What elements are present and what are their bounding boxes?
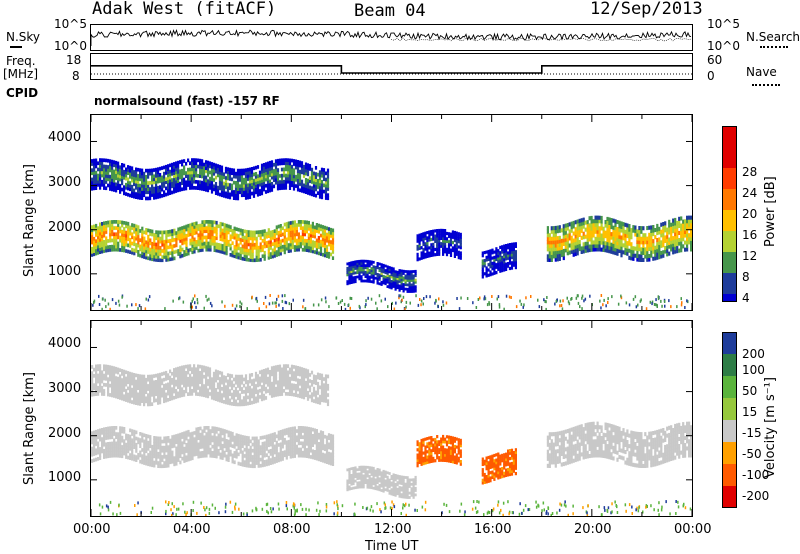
- power-ytick-1000: 1000: [48, 264, 82, 279]
- velocity-cb-tick-m50: -50: [742, 447, 762, 461]
- xtick-0800: 08:00: [273, 522, 311, 537]
- xtick-1600: 16:00: [474, 522, 512, 537]
- nsky-panel: [90, 24, 693, 51]
- freq-unit: [MHz]: [3, 67, 39, 81]
- nsearch-tick-high: 10^5: [707, 17, 740, 31]
- velocity-cb-tick-m100: -100: [742, 468, 770, 482]
- velocity-cb-tick-15: 15: [742, 405, 758, 419]
- xtick-2000: 20:00: [574, 522, 612, 537]
- velocity-colorbar-bin-4: [722, 398, 737, 420]
- freq-tick-high: 18: [66, 53, 82, 67]
- velocity-ytick-2000: 2000: [48, 426, 82, 441]
- power-cb-tick-16: 16: [742, 228, 758, 242]
- freq-tick-low: 8: [72, 69, 80, 83]
- nsearch-legend-line: [760, 46, 788, 48]
- nsearch-tick-low: 10^0: [707, 39, 740, 53]
- nsky-tick-high: 10^5: [54, 17, 87, 31]
- nave-label: Nave: [746, 65, 777, 79]
- x-axis-label: Time UT: [365, 539, 419, 554]
- velocity-near-range-speckle: [98, 500, 692, 517]
- velocity-colorbar-bin-7: [722, 464, 737, 486]
- velocity-echo-band-1: [91, 426, 335, 469]
- power-cb-tick-20: 20: [742, 207, 758, 221]
- velocity-cb-tick-100: 100: [742, 363, 765, 377]
- freq-panel: [90, 53, 693, 80]
- power-echo-band-3: [346, 259, 417, 293]
- velocity-ytick-1000: 1000: [48, 470, 82, 485]
- cpid-text: normalsound (fast) -157 RF: [94, 94, 280, 108]
- power-colorbar-bin-3: [722, 189, 737, 210]
- power-ytick-2000: 2000: [48, 220, 82, 235]
- velocity-colorbar-frame: [722, 332, 737, 508]
- nsky-label: N.Sky: [6, 30, 41, 44]
- velocity-colorbar-bin-1: [722, 332, 737, 354]
- power-colorbar-bin-4: [722, 210, 737, 231]
- power-colorbar-bin-1: [722, 147, 737, 168]
- velocity-echo-band-5: [481, 448, 517, 485]
- velocity-colorbar-bin-8: [722, 486, 737, 508]
- nsky-trace: [90, 29, 692, 46]
- cpid-label: CPID: [6, 86, 39, 100]
- velocity-colorbar-bin-3: [722, 376, 737, 398]
- nave-tick-low: 0: [707, 69, 715, 83]
- xtick-0400: 04:00: [173, 522, 211, 537]
- frequency-trace: [91, 65, 692, 74]
- velocity-echo-band-3: [346, 465, 417, 499]
- power-plot-frame: [90, 114, 693, 311]
- nsearch-label: N.Search: [746, 30, 800, 44]
- power-cb-tick-12: 12: [742, 249, 758, 263]
- velocity-echo-band-6: [546, 421, 693, 468]
- date-label: 12/Sep/2013: [590, 0, 703, 19]
- power-colorbar-bin-7: [722, 273, 737, 294]
- power-colorbar-bin-8: [722, 294, 737, 302]
- velocity-plot-frame: [90, 320, 693, 517]
- freq-label: Freq.: [6, 54, 36, 68]
- velocity-cb-tick-m200: -200: [742, 489, 770, 503]
- beam-label: Beam 04: [354, 1, 426, 21]
- velocity-cb-tick-m15: -15: [742, 426, 762, 440]
- nave-tick-high: 60: [707, 53, 723, 67]
- nsearch-trace: [390, 37, 692, 42]
- nsky-tick-low: 10^0: [54, 39, 87, 53]
- xtick-0000: 00:00: [73, 522, 111, 537]
- nsky-legend-line: [10, 46, 22, 48]
- nave-legend-line: [752, 84, 780, 86]
- velocity-ytick-4000: 4000: [48, 336, 82, 351]
- power-ytick-3000: 3000: [48, 175, 82, 190]
- power-colorbar-bin-2: [722, 168, 737, 189]
- velocity-colorbar-bin-6: [722, 442, 737, 464]
- power-echo-band-2: [91, 158, 330, 201]
- power-echo-band-1: [91, 220, 335, 263]
- power-echo-band-5: [481, 242, 517, 279]
- velocity-cb-tick-50: 50: [742, 384, 758, 398]
- power-cb-tick-4: 4: [742, 291, 750, 305]
- velocity-colorbar-bin-5: [722, 420, 737, 442]
- power-echo-band-6: [546, 215, 693, 262]
- power-cb-tick-8: 8: [742, 270, 750, 284]
- velocity-echo-band-2: [91, 364, 330, 407]
- xtick-1200: 12:00: [374, 522, 412, 537]
- power-cb-tick-24: 24: [742, 186, 758, 200]
- power-colorbar-top: [722, 126, 737, 147]
- power-colorbar-bin-6: [722, 252, 737, 273]
- power-colorbar-frame: [722, 126, 737, 302]
- velocity-echo-band-4: [416, 434, 462, 468]
- power-ytick-4000: 4000: [48, 130, 82, 145]
- station-title: Adak West (fitACF): [92, 0, 277, 19]
- power-cb-tick-28: 28: [742, 165, 758, 179]
- velocity-cb-tick-200: 200: [742, 347, 765, 361]
- power-echo-band-4: [416, 228, 462, 262]
- power-colorbar-bin-5: [722, 231, 737, 252]
- velocity-ytick-3000: 3000: [48, 381, 82, 396]
- velocity-colorbar-bin-2: [722, 354, 737, 376]
- xtick-2400: 00:00: [674, 522, 712, 537]
- power-near-range-speckle: [92, 294, 689, 311]
